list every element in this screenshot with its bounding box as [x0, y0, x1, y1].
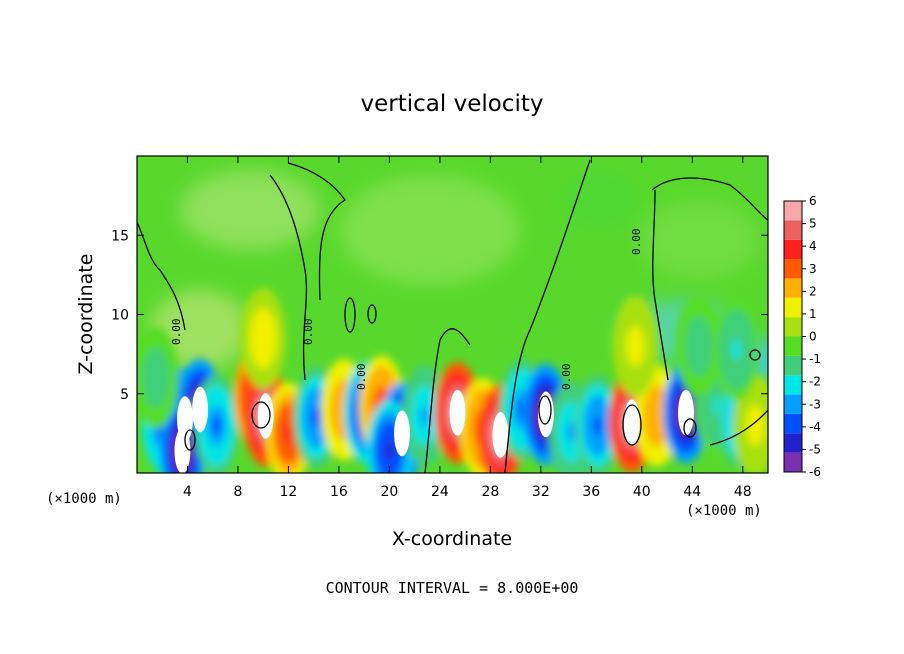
contour-line	[651, 177, 768, 221]
colorbar-swatch	[784, 355, 802, 376]
y-tick-label: 10	[111, 308, 129, 324]
contour-label: 0.00	[630, 229, 643, 256]
contour-interval-text: CONTOUR INTERVAL = 8.000E+00	[326, 579, 579, 597]
colorbar-swatch	[784, 201, 802, 221]
contour-label: 0.00	[355, 364, 368, 391]
x-tick-label: 12	[280, 484, 298, 500]
colorbar-swatch	[784, 239, 802, 260]
velocity-cell	[652, 405, 662, 427]
contour-line	[622, 404, 642, 446]
y-unit-label: (×1000 m)	[46, 491, 122, 507]
zero-contours	[137, 159, 768, 473]
contour-labels: 0.00 0.00 0.00 0.00 0.00	[170, 229, 643, 391]
contour-line	[652, 189, 669, 381]
colorbar-label: -1	[809, 352, 821, 366]
velocity-cell	[731, 339, 741, 360]
velocity-cell	[151, 367, 161, 389]
x-tick-label: 32	[532, 484, 550, 500]
contour-line	[367, 304, 377, 324]
velocity-cell	[566, 421, 576, 442]
colorbar-swatch	[784, 220, 802, 240]
velocity-cell	[311, 407, 321, 428]
velocity-core	[492, 412, 509, 458]
colorbar-label: 0	[809, 330, 817, 344]
velocity-core	[623, 399, 640, 446]
colorbar-swatch	[784, 375, 802, 395]
velocity-cell	[694, 336, 704, 357]
contour-line	[538, 395, 552, 425]
x-tick-label: 36	[582, 484, 600, 500]
contour-line	[424, 328, 471, 473]
velocity-cell	[211, 415, 222, 436]
x-tick-label: 4	[183, 484, 192, 500]
velocity-cell	[630, 336, 641, 357]
contour-line	[137, 221, 186, 331]
x-tick-label: 8	[233, 484, 242, 500]
colorbar-label: -2	[809, 375, 821, 389]
contour-line	[504, 159, 591, 473]
contour-line	[184, 429, 196, 451]
contour-line	[344, 297, 356, 333]
colorbar-label: -5	[809, 442, 821, 456]
colorbar-swatch	[784, 394, 802, 414]
colorbar-label: 1	[809, 307, 817, 321]
contour-label: 0.00	[560, 364, 573, 391]
contour-line	[251, 401, 271, 429]
velocity-cell	[593, 415, 603, 436]
velocity-core	[678, 389, 694, 436]
contour-line	[749, 349, 761, 361]
colorbar-label: 5	[809, 217, 817, 231]
colorbar-label: 2	[809, 284, 817, 298]
colorbar-label: 6	[809, 194, 817, 208]
velocity-cell	[258, 328, 268, 349]
velocity-cell	[384, 440, 394, 461]
x-axis-label: X-coordinate	[392, 528, 512, 550]
x-unit-label: (×1000 m)	[686, 503, 762, 519]
y-axis-ticks: 5 10 15	[111, 228, 768, 403]
x-tick-label: 28	[481, 484, 499, 500]
x-tick-label: 48	[734, 484, 752, 500]
colorbar-swatch	[784, 433, 802, 453]
colorbar-label: 3	[809, 262, 817, 276]
colorbar-label: -3	[809, 397, 821, 411]
contour-line	[709, 409, 768, 446]
x-tick-label: 16	[330, 484, 348, 500]
colorbar-swatch	[784, 452, 802, 472]
colorbar-label: 4	[809, 239, 817, 253]
colorbar-swatch	[784, 336, 802, 356]
colorbar-swatch	[784, 297, 802, 318]
x-tick-label: 24	[431, 484, 449, 500]
velocity-core	[192, 386, 209, 433]
velocity-core	[537, 391, 554, 438]
chart-title: vertical velocity	[361, 91, 544, 117]
colorbar-swatch	[784, 259, 802, 279]
colorbar-label: -6	[809, 465, 821, 479]
x-tick-label: 20	[380, 484, 398, 500]
y-tick-label: 15	[111, 228, 129, 244]
colorbar-label: -4	[809, 420, 821, 434]
velocity-core	[449, 389, 466, 436]
velocity-core	[257, 393, 274, 439]
colorbar-swatch	[784, 278, 802, 298]
velocity-core	[394, 410, 410, 457]
velocity-core	[174, 427, 191, 473]
x-tick-label: 44	[683, 484, 701, 500]
velocity-cell	[420, 405, 430, 427]
colorbar-swatch	[784, 317, 802, 337]
colorbar: 6 5 4 3 2 1 0 -1 -2 -3 -4 -5 -6	[783, 194, 821, 479]
x-axis-ticks: 4 8 12 16 20 24 28 32 36 40 44 48	[183, 156, 752, 500]
y-tick-label: 5	[120, 387, 129, 403]
colorbar-swatch	[784, 413, 802, 434]
y-axis-label: Z-coordinate	[75, 254, 97, 375]
plot-area: 0.00 0.00 0.00 0.00 0.00	[137, 156, 768, 473]
x-tick-label: 40	[633, 484, 651, 500]
velocity-cell	[283, 423, 293, 444]
contour-line	[269, 174, 308, 381]
contour-label: 0.00	[170, 319, 183, 346]
contour-label: 0.00	[302, 319, 315, 346]
contour-line	[287, 162, 346, 301]
contour-line	[683, 418, 697, 438]
